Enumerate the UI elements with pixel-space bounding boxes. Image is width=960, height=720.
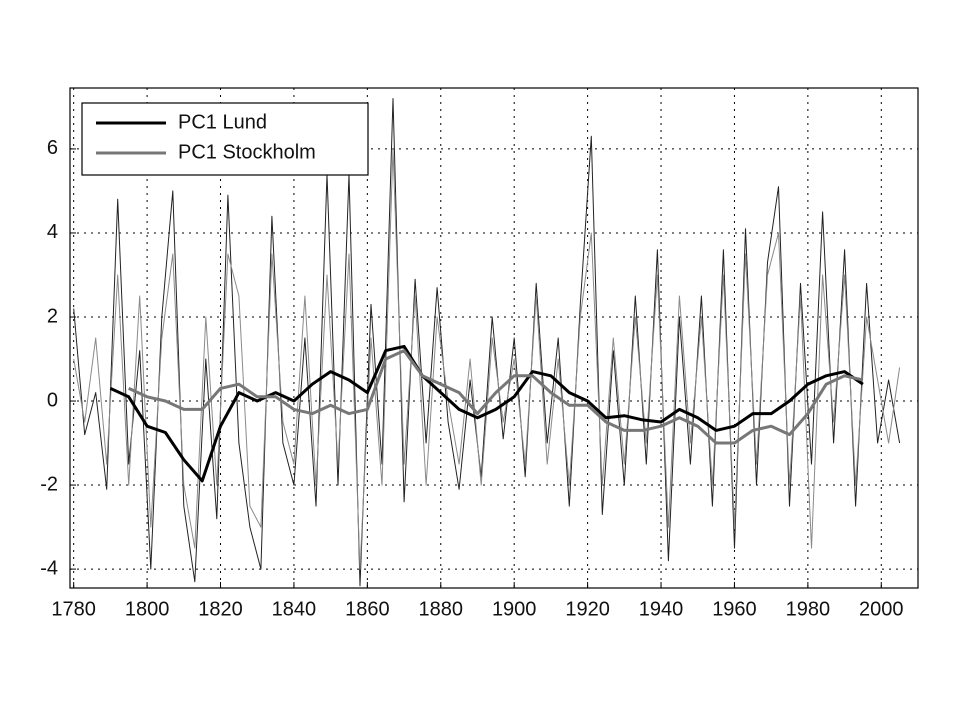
x-tick-label: 1840 bbox=[272, 598, 317, 620]
series-line bbox=[128, 349, 864, 445]
legend-box bbox=[81, 102, 369, 176]
y-tick-label: 6 bbox=[47, 137, 58, 159]
y-tick-label: -2 bbox=[40, 473, 58, 495]
x-tick-label: 1960 bbox=[712, 598, 757, 620]
y-tick-label: -4 bbox=[40, 557, 58, 579]
x-tick-label: 1880 bbox=[419, 598, 464, 620]
x-tick-label: 2000 bbox=[859, 598, 904, 620]
x-tick-label: 1980 bbox=[786, 598, 831, 620]
x-tick-label: 1780 bbox=[51, 598, 96, 620]
y-tick-label: 0 bbox=[47, 389, 58, 411]
y-tick-label: 4 bbox=[47, 221, 58, 243]
x-tick-label: 1900 bbox=[492, 598, 537, 620]
plot-frame bbox=[69, 87, 919, 589]
x-tick-label: 1940 bbox=[639, 598, 684, 620]
x-tick-label: 1820 bbox=[198, 598, 243, 620]
legend-label: PC1 Lund bbox=[178, 111, 267, 133]
x-tick-label: 1800 bbox=[125, 598, 170, 620]
x-tick-label: 1920 bbox=[565, 598, 610, 620]
y-tick-label: 2 bbox=[47, 305, 58, 327]
legend-label: PC1 Stockholm bbox=[178, 141, 316, 163]
series-line bbox=[109, 344, 864, 483]
x-tick-label: 1860 bbox=[345, 598, 390, 620]
